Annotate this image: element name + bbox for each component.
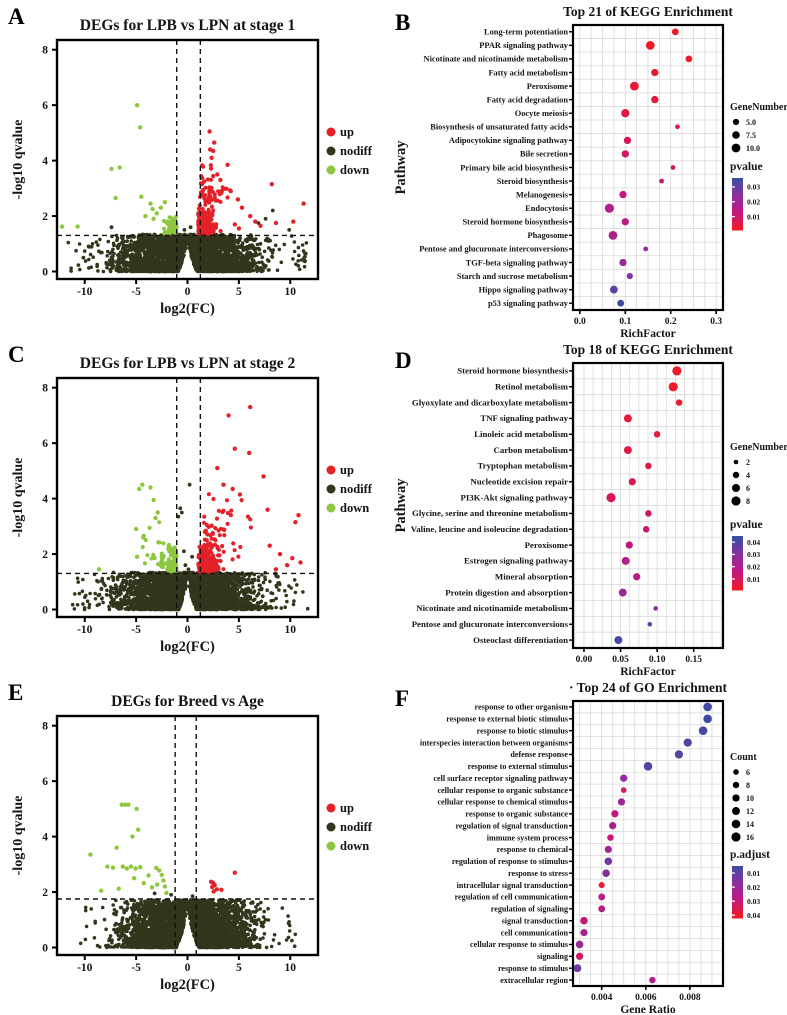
svg-text:Hippo signaling pathway: Hippo signaling pathway: [479, 285, 569, 294]
svg-text:0.01: 0.01: [747, 212, 760, 221]
dotplot-chart-f: · Top 24 of GO Enrichment response to oth…: [392, 676, 787, 1015]
svg-text:5.0: 5.0: [746, 118, 756, 127]
panel-letter-e: E: [8, 680, 24, 705]
svg-text:10.0: 10.0: [746, 144, 760, 153]
volcano-chart-e: DEGs for Breed vs Age -10 -5 0 5 10 0 2 4 6 8 log2(…: [0, 676, 392, 1015]
svg-text:-10: -10: [77, 286, 93, 298]
svg-text:Oocyte meiosis: Oocyte meiosis: [515, 109, 569, 118]
panel-letter-b: B: [395, 10, 411, 35]
svg-text:0.2: 0.2: [665, 317, 677, 327]
svg-text:PPAR signaling pathway: PPAR signaling pathway: [479, 41, 569, 50]
svg-text:DEGs for LPB vs LPN at stage 1: DEGs for LPB vs LPN at stage 1: [80, 17, 295, 34]
svg-text:-5: -5: [131, 286, 141, 298]
svg-text:Phagosome: Phagosome: [528, 231, 569, 240]
svg-text:0.0: 0.0: [574, 317, 586, 327]
svg-text:p53 signaling pathway: p53 signaling pathway: [488, 299, 569, 308]
svg-text:10: 10: [285, 286, 297, 298]
svg-text:Pathway: Pathway: [393, 140, 409, 195]
svg-text:6: 6: [42, 100, 48, 112]
panel-f: F · Top 24 of GO Enrichment response to o…: [392, 676, 787, 1015]
svg-text:Melanogenesis: Melanogenesis: [516, 190, 569, 199]
svg-text:0.3: 0.3: [710, 317, 722, 327]
svg-text:up: up: [340, 125, 354, 139]
dotplot-chart-b: Top 21 of KEGG Enrichment Long-term poten…: [392, 0, 787, 338]
svg-text:Starch and sucrose metabolism: Starch and sucrose metabolism: [457, 272, 568, 281]
svg-text:pvalue: pvalue: [730, 161, 763, 173]
svg-text:Top 21 of KEGG Enrichment: Top 21 of KEGG Enrichment: [563, 4, 733, 19]
volcano-chart-a: DEGs for LPB vs LPN at stage 1 -10 -5 0 5 10 0…: [0, 0, 392, 338]
svg-text:0.02: 0.02: [747, 198, 760, 207]
svg-text:Primary bile acid biosynthesis: Primary bile acid biosynthesis: [460, 163, 568, 172]
svg-text:Steroid biosynthesis: Steroid biosynthesis: [497, 177, 569, 186]
svg-text:5: 5: [236, 286, 242, 298]
svg-text:down: down: [340, 163, 369, 177]
panel-letter-f: F: [395, 686, 410, 711]
svg-text:Bile secretion: Bile secretion: [520, 150, 568, 159]
svg-text:4: 4: [42, 156, 48, 168]
svg-text:Long-term potentiation: Long-term potentiation: [484, 28, 568, 37]
svg-text:Fatty acid degradation: Fatty acid degradation: [487, 95, 569, 104]
svg-text:Adipocytokine signaling pathwa: Adipocytokine signaling pathway: [449, 136, 569, 145]
svg-text:0.03: 0.03: [747, 183, 760, 192]
svg-text:Peroxisome: Peroxisome: [527, 82, 569, 91]
svg-text:0: 0: [42, 267, 48, 279]
panel-e: E DEGs for Breed vs Age -10 -5 0 5 10 0 2 4 6 8 log…: [0, 676, 392, 1015]
svg-text:Nicotinate and nicotinamide me: Nicotinate and nicotinamide metabolism: [424, 55, 568, 64]
svg-text:Pentose and glucuronate interc: Pentose and glucuronate interconversions: [419, 245, 569, 254]
svg-text:2: 2: [42, 211, 48, 223]
svg-text:Steroid hormone biosynthesis: Steroid hormone biosynthesis: [463, 218, 569, 227]
panel-letter-d: D: [395, 348, 412, 373]
panel-letter-a: A: [8, 4, 25, 29]
panel-b: B Top 21 of KEGG Enrichment Long-term pot…: [392, 0, 787, 338]
svg-text:TGF-beta signaling pathway: TGF-beta signaling pathway: [466, 258, 569, 267]
panel-letter-c: C: [8, 342, 25, 367]
svg-text:GeneNumber: GeneNumber: [730, 102, 787, 113]
panel-a: A DEGs for LPB vs LPN at stage 1 -10 -5 0 5 1…: [0, 0, 392, 338]
volcano-chart-c: DEGs for LPB vs LPN at stage 2 -10 -5 0 5 10 0…: [0, 338, 392, 676]
panel-c: C DEGs for LPB vs LPN at stage 2 -10 -5 0 5 1…: [0, 338, 392, 676]
svg-text:-log10 qvalue: -log10 qvalue: [11, 120, 26, 200]
panel-d: D Top 18 of KEGG Enrichment Steroid hormo…: [392, 338, 787, 676]
dotplot-chart-d: Top 18 of KEGG Enrichment Steroid hormone…: [392, 338, 787, 676]
svg-text:0.1: 0.1: [619, 317, 631, 327]
svg-text:8: 8: [42, 45, 48, 57]
svg-text:Endocytosis: Endocytosis: [525, 204, 569, 213]
svg-text:nodiff: nodiff: [340, 144, 373, 158]
svg-text:0: 0: [185, 286, 191, 298]
svg-text:log2(FC): log2(FC): [160, 301, 215, 317]
svg-text:Biosynthesis of unsaturated fa: Biosynthesis of unsaturated fatty acids: [430, 123, 568, 132]
svg-text:7.5: 7.5: [746, 131, 756, 140]
svg-text:RichFactor: RichFactor: [620, 328, 676, 338]
svg-text:DEGs for LPB vs LPN at stage 2: DEGs for LPB vs LPN at stage 2: [80, 355, 296, 372]
svg-text:Fatty acid metabolism: Fatty acid metabolism: [488, 68, 568, 77]
